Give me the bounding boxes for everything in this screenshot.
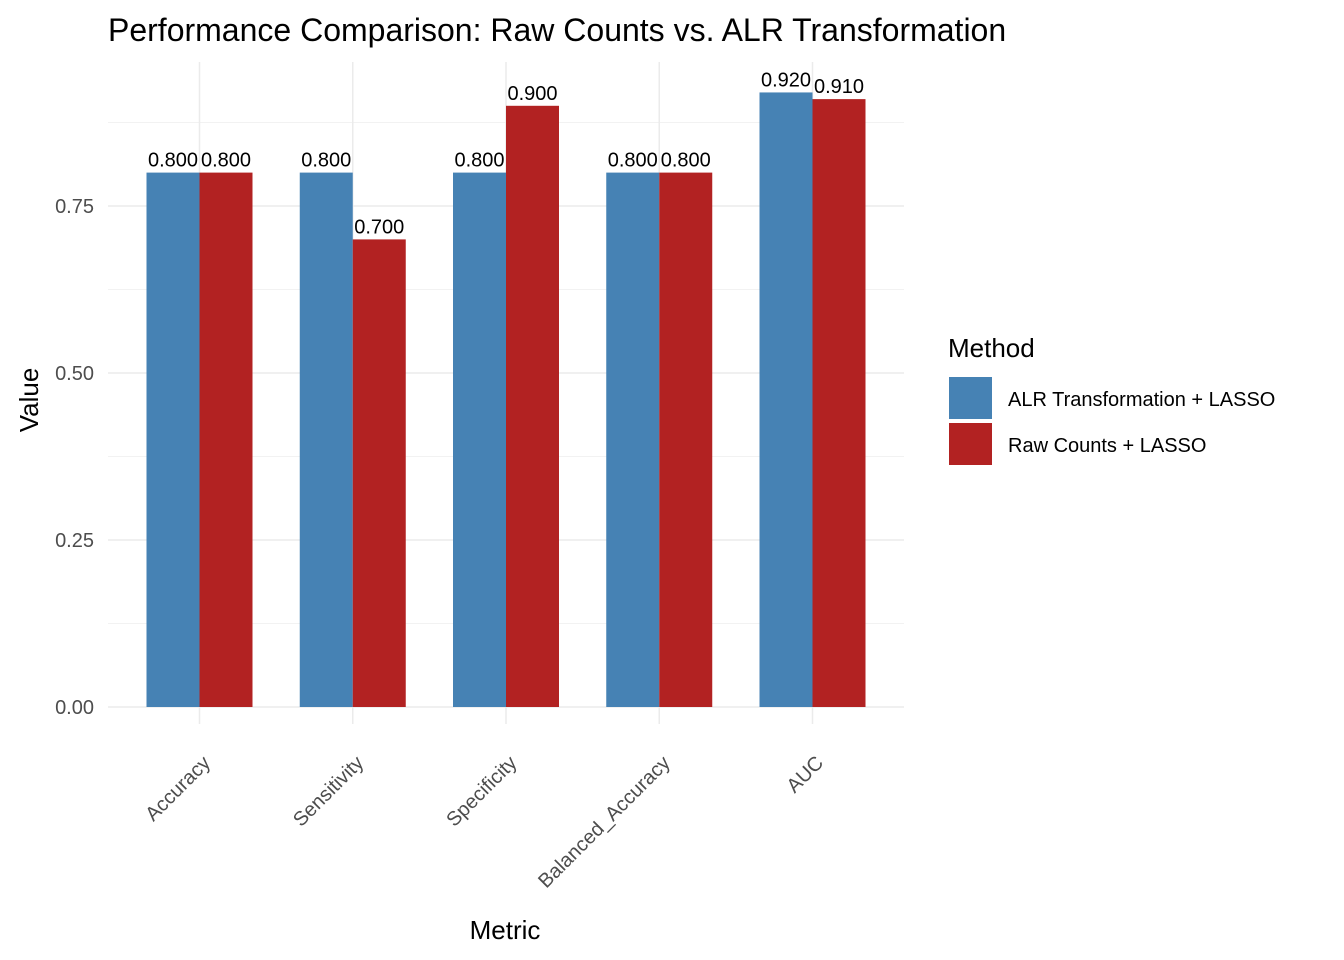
x-axis-title: Metric	[470, 915, 541, 945]
bar-value-label: 0.910	[814, 76, 864, 98]
x-axis-ticks: Accuracy Sensitivity Specificity Balanced_A…	[141, 752, 828, 893]
legend-label: Raw Counts + LASSO	[1008, 435, 1206, 457]
y-axis-title: Value	[14, 368, 44, 433]
x-tick-label: Specificity	[442, 752, 521, 831]
bar-value-label: 0.800	[301, 150, 351, 172]
y-tick-label: 0.00	[55, 697, 94, 719]
bar-value-label: 0.800	[201, 150, 251, 172]
bar-value-labels: 0.800 0.800 0.800 0.8000.9200.8000.7000.900…	[148, 69, 864, 238]
x-tick-label: Accuracy	[141, 752, 215, 826]
x-tick-label: Sensitivity	[289, 752, 368, 831]
bar	[453, 172, 506, 708]
bar	[299, 172, 353, 708]
bar-value-label: 0.900	[507, 83, 557, 105]
y-axis-ticks: 0.00 0.25 0.50 0.75	[55, 196, 94, 719]
bar	[606, 172, 660, 708]
legend-label: ALR Transformation + LASSO	[1008, 389, 1275, 411]
bar-value-label: 0.800	[148, 150, 198, 172]
bar-value-label: 0.800	[661, 150, 711, 172]
x-tick-label: Balanced_Accuracy	[534, 752, 675, 893]
bar	[506, 105, 559, 708]
legend: Method ALR Transformation + LASSO Raw Cou…	[948, 333, 1275, 465]
bar	[659, 172, 713, 708]
y-tick-label: 0.25	[55, 530, 94, 552]
bar	[812, 99, 866, 708]
bar	[199, 172, 253, 708]
bars	[146, 92, 866, 708]
bar-value-label: 0.700	[354, 216, 404, 238]
legend-swatch	[949, 377, 992, 419]
bar	[759, 92, 813, 707]
chart-title: Performance Comparison: Raw Counts vs. A…	[108, 12, 1006, 48]
bar	[146, 172, 200, 708]
y-tick-label: 0.75	[55, 196, 94, 218]
legend-swatch	[949, 423, 992, 465]
legend-items: ALR Transformation + LASSO Raw Counts + L…	[949, 377, 1275, 465]
bar-value-label: 0.920	[761, 69, 811, 91]
y-tick-label: 0.50	[55, 363, 94, 385]
x-tick-label: AUC	[783, 752, 828, 797]
legend-title: Method	[948, 333, 1035, 363]
plot-area: 0.800 0.800 0.800 0.8000.9200.8000.7000.900…	[108, 62, 904, 724]
bar	[352, 239, 406, 707]
bar-value-label: 0.800	[454, 150, 504, 172]
bar-value-label: 0.800	[608, 150, 658, 172]
